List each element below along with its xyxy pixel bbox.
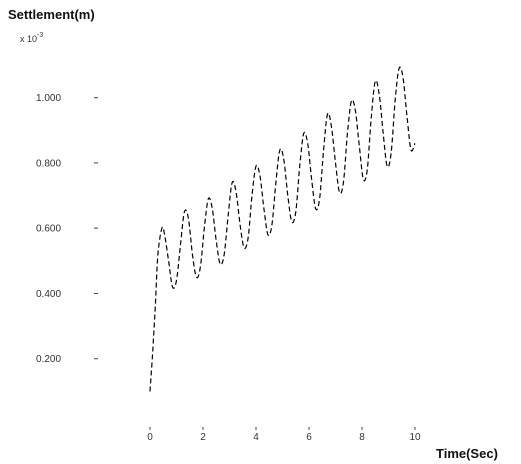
y-axis-scale-base: x 10 <box>20 34 37 44</box>
y-tick-label: 0.600 <box>36 224 61 235</box>
x-tick-label: 2 <box>200 432 206 443</box>
y-tick-label: 0.800 <box>36 158 61 169</box>
y-tick-label: 1.000 <box>36 93 61 104</box>
x-tick-label: 8 <box>359 432 365 443</box>
settlement-series-line <box>149 66 416 392</box>
x-tick-label: 0 <box>147 432 153 443</box>
x-tick-label: 10 <box>409 432 421 443</box>
y-tick-label: 0.400 <box>36 289 61 300</box>
x-axis-ticks: 0 2 4 6 8 10 <box>147 427 421 443</box>
y-tick-label: 0.200 <box>36 354 61 365</box>
y-axis-scale-label: x 10-3 <box>20 32 43 44</box>
x-tick-label: 4 <box>253 432 259 443</box>
x-tick-label: 6 <box>306 432 312 443</box>
y-axis-ticks: 0.200 0.400 0.600 0.800 1.000 <box>36 93 98 365</box>
x-axis-title: Time(Sec) <box>436 446 498 461</box>
y-axis-title: Settlement(m) <box>8 7 95 22</box>
y-axis-scale-exponent: -3 <box>37 32 43 39</box>
